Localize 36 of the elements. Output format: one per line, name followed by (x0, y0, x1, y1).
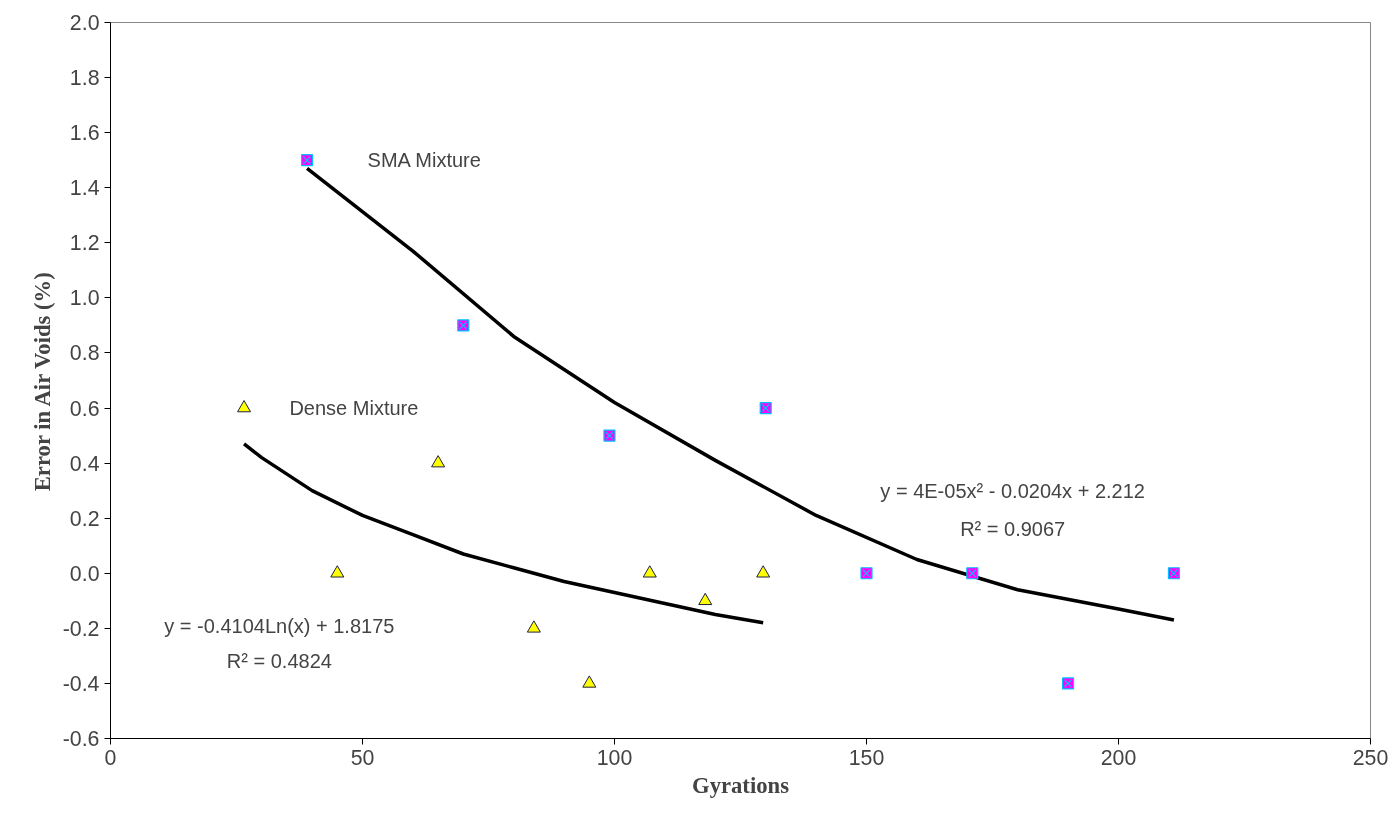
x-tick-label: 150 (848, 745, 885, 770)
y-tick-label: 1.4 (69, 176, 100, 201)
annotation: Dense Mixture (289, 397, 419, 420)
point (756, 565, 771, 578)
y-tick-label: -0.2 (62, 616, 100, 641)
x-tick-label: 200 (1100, 745, 1137, 770)
y-tick-label: 0.4 (69, 451, 100, 476)
y-tick-label: -0.4 (62, 671, 100, 696)
point (330, 565, 345, 578)
x-tick-label: 0 (104, 745, 117, 770)
point (431, 455, 446, 468)
point (698, 592, 713, 606)
annotation: y = 4E-05x² - 0.0204x + 2.212 (880, 479, 1145, 502)
annotation: R² = 0.4824 (226, 650, 332, 673)
point (237, 400, 252, 413)
y-tick-label: 0.0 (69, 561, 100, 586)
point (582, 675, 597, 688)
annotation: R² = 0.9067 (960, 518, 1066, 541)
y-tick-label: 0.6 (69, 396, 100, 421)
x-tick-label: 250 (1352, 745, 1388, 770)
y-tick-label: 0.8 (69, 341, 100, 366)
x-tick-label: 50 (350, 745, 375, 770)
y-tick-label: -0.6 (62, 727, 100, 751)
x-tick-label: 100 (596, 745, 633, 770)
y-tick-label: 0.2 (69, 506, 100, 531)
x-axis-title: Gyrations (692, 772, 790, 798)
y-tick-label: 1.6 (69, 121, 100, 146)
y-axis-title: Error in Air Voids (%) (29, 272, 55, 492)
y-tick-label: 1.2 (69, 231, 100, 256)
y-tick-label: 2.0 (69, 11, 100, 35)
y-tick-label: 1.8 (69, 66, 100, 91)
annotation: SMA Mixture (367, 149, 481, 172)
annotation: y = -0.4104Ln(x) + 1.8175 (164, 614, 395, 637)
point (642, 565, 657, 578)
point (526, 620, 541, 633)
y-tick-label: 1.0 (69, 286, 100, 311)
